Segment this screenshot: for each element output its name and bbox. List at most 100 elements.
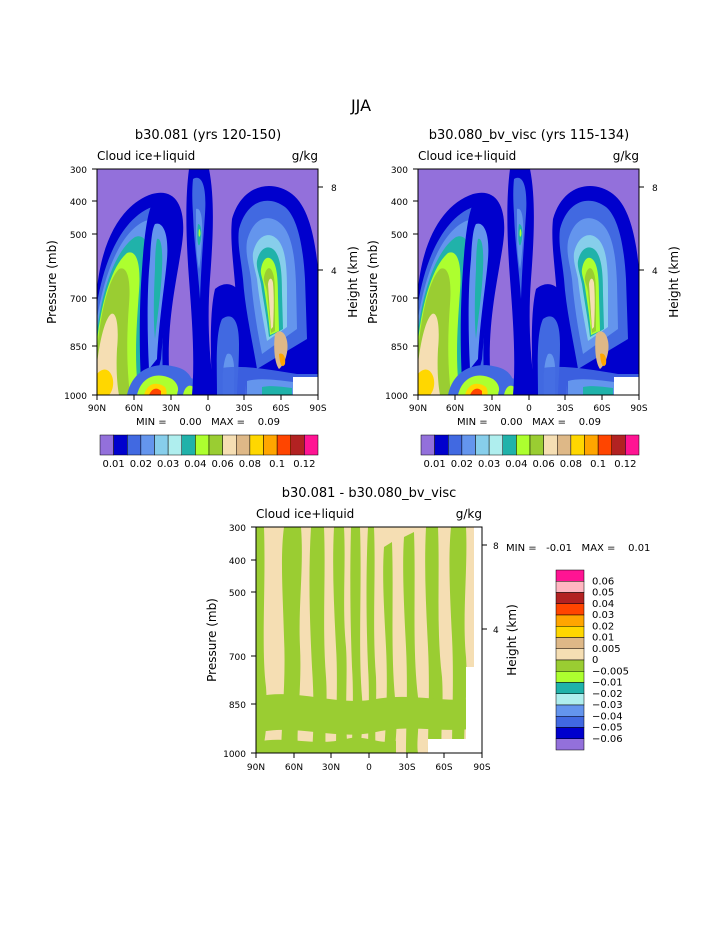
panel-c-xtick: 30N [322, 763, 340, 773]
panel-b-xtick: 60N [446, 404, 464, 414]
colorbar-label: −0.04 [592, 711, 623, 722]
panel-b-y2tick: 8 [652, 184, 658, 194]
panel-c-colorbar: 0.060.050.040.030.020.010.0050−0.005−0.0… [555, 569, 629, 751]
colorbar-swatch [555, 614, 585, 627]
panel-a-xtick: 60N [125, 404, 143, 414]
panel-a-ytick: 700 [70, 295, 87, 305]
colorbar-swatch [555, 603, 585, 616]
colorbar-label: −0.06 [592, 734, 623, 745]
colorbar-swatch [543, 434, 558, 456]
panel-b-ytick: 400 [391, 198, 408, 208]
colorbar-label: 0.02 [592, 621, 614, 632]
panel-a-field: Cloud ice+liquid [97, 149, 195, 163]
panel-b-stats: MIN = 0.00 MAX = 0.09 [457, 417, 601, 428]
panel-a-title: b30.081 (yrs 120-150) [135, 128, 281, 143]
panel-b-xtick: 0 [526, 404, 532, 414]
colorbar-swatch [529, 434, 544, 456]
panel-a-x-ticks: 90N 60N 30N 0 30S 60S 90S [88, 395, 327, 414]
colorbar-swatch [625, 434, 640, 456]
panel-b: b30.080_bv_visc (yrs 115-134) Cloud ice+… [366, 128, 681, 470]
panel-c-contour-field [256, 527, 482, 753]
colorbar-label: 0.01 [423, 459, 445, 470]
colorbar-swatch [555, 716, 585, 728]
panel-a-colorbar: 0.01 0.02 0.03 0.04 0.06 0.08 0.1 0.12 [99, 434, 319, 470]
panel-c-xtick: 60N [285, 763, 303, 773]
panel-c-ytick: 400 [229, 557, 246, 567]
panel-a-y-ticks: 300 400 500 700 850 1000 [64, 166, 97, 402]
panel-a-y2tick: 4 [331, 267, 337, 277]
panel-a-y2label: Height (km) [346, 246, 360, 317]
panel-a-xtick: 0 [205, 404, 211, 414]
colorbar-swatch [555, 581, 585, 593]
panel-c-ytick: 850 [229, 701, 246, 711]
panel-b-y2-ticks: 8 4 [639, 184, 658, 277]
colorbar-swatch [555, 648, 585, 661]
colorbar-label: 0.03 [478, 459, 500, 470]
colorbar-label: 0.04 [184, 459, 206, 470]
colorbar-label: 0.04 [505, 459, 527, 470]
panel-c-ytick: 300 [229, 524, 246, 534]
colorbar-swatch [434, 434, 449, 456]
panel-c-ylabel: Pressure (mb) [205, 598, 219, 682]
colorbar-label: 0.03 [592, 610, 614, 621]
panel-b-y-ticks: 300 400 500 700 850 1000 [385, 166, 418, 402]
colorbar-label: −0.005 [592, 666, 629, 677]
panel-b-xtick: 60S [593, 404, 610, 414]
panel-a-ytick: 300 [70, 166, 87, 176]
colorbar-label: 0.12 [614, 459, 636, 470]
page-title: JJA [350, 96, 371, 115]
panel-b-xtick: 90N [409, 404, 427, 414]
colorbar-label: 0.1 [590, 459, 606, 470]
colorbar-swatch [208, 434, 223, 456]
colorbar-label: −0.02 [592, 689, 623, 700]
panel-c-xtick: 0 [366, 763, 372, 773]
colorbar-label: 0.05 [592, 588, 614, 599]
colorbar-swatch [181, 434, 196, 456]
colorbar-swatch [461, 434, 476, 456]
panel-b-x-ticks: 90N 60N 30N 0 30S 60S 90S [409, 395, 648, 414]
colorbar-swatch [555, 738, 585, 751]
panel-c-ytick: 500 [229, 589, 246, 599]
panel-b-ytick: 1000 [385, 392, 408, 402]
panel-c-y-ticks: 300 400 500 700 850 1000 [223, 524, 256, 760]
panel-a-ytick: 850 [70, 343, 87, 353]
colorbar-swatch [557, 434, 572, 456]
panel-c-stats: MIN = -0.01 MAX = 0.01 [506, 543, 650, 554]
panel-a-xtick: 90N [88, 404, 106, 414]
colorbar-swatch [195, 434, 210, 456]
colorbar-swatch [140, 434, 155, 456]
colorbar-swatch [555, 637, 585, 649]
colorbar-swatch [113, 434, 128, 456]
colorbar-label: 0.06 [592, 576, 614, 587]
colorbar-swatch [597, 434, 612, 456]
colorbar-swatch [502, 434, 517, 456]
panel-c-y2-ticks: 8 4 [482, 542, 499, 636]
colorbar-label: 0.02 [130, 459, 152, 470]
panel-c-x-ticks: 90N 60N 30N 0 30S 60S 90S [247, 753, 491, 773]
colorbar-label: 0.12 [293, 459, 315, 470]
colorbar-label: −0.03 [592, 700, 623, 711]
colorbar-swatch [154, 434, 169, 456]
colorbar-swatch [420, 434, 435, 456]
colorbar-swatch [555, 626, 585, 638]
panel-b-y2label: Height (km) [667, 246, 681, 317]
colorbar-label: 0.06 [211, 459, 233, 470]
colorbar-swatch [584, 434, 599, 456]
colorbar-swatch [236, 434, 251, 456]
colorbar-swatch [611, 434, 626, 456]
colorbar-swatch [555, 727, 585, 739]
panel-c-xtick: 90S [473, 763, 490, 773]
panel-c-y2label: Height (km) [505, 604, 519, 675]
panel-c: b30.081 - b30.080_bv_visc Cloud ice+liqu… [205, 486, 650, 773]
panel-a-ytick: 500 [70, 231, 87, 241]
panel-c-xtick: 90N [247, 763, 265, 773]
colorbar-swatch [249, 434, 264, 456]
colorbar-label: 0.06 [532, 459, 554, 470]
colorbar-swatch [555, 693, 585, 706]
colorbar-swatch [475, 434, 490, 456]
colorbar-swatch [516, 434, 531, 456]
colorbar-swatch [290, 434, 305, 456]
colorbar-swatch [222, 434, 237, 456]
panel-c-ytick: 700 [229, 653, 246, 663]
colorbar-label: −0.05 [592, 723, 623, 734]
